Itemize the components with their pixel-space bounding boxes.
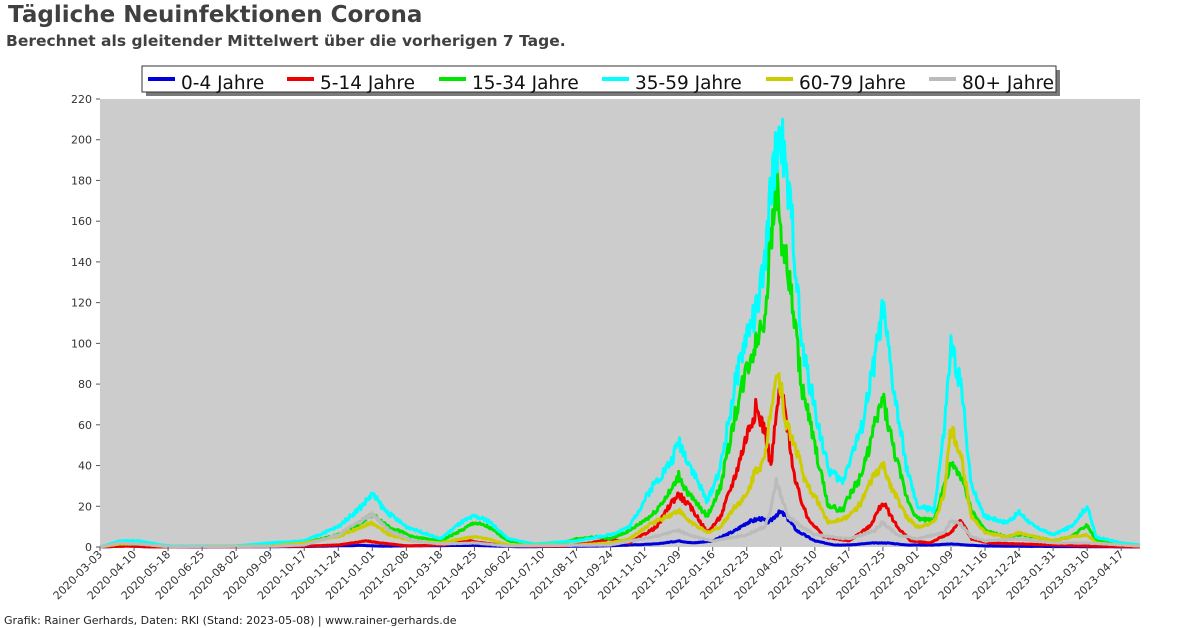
y-tick-label: 180 xyxy=(71,174,92,187)
y-tick-label: 40 xyxy=(78,460,92,473)
y-tick-label: 60 xyxy=(78,419,92,432)
legend-label: 0-4 Jahre xyxy=(181,73,264,94)
y-tick-label: 200 xyxy=(71,134,92,147)
y-tick-label: 0 xyxy=(85,541,92,554)
y-tick-label: 140 xyxy=(71,256,92,269)
series-layer xyxy=(99,117,1141,549)
series-line-80-jahre xyxy=(99,476,1141,549)
y-tick-label: 220 xyxy=(71,93,92,106)
legend-label: 15-34 Jahre xyxy=(472,73,579,94)
legend-label: 35-59 Jahre xyxy=(635,73,742,94)
y-tick-label: 20 xyxy=(78,500,92,513)
y-tick-label: 160 xyxy=(71,215,92,228)
y-tick-label: 120 xyxy=(71,297,92,310)
legend-box xyxy=(141,65,1057,93)
legend: 0-4 Jahre 5-14 Jahre 15-34 Jahre 35-59 Jahr… xyxy=(141,65,1060,96)
footer-credit: Grafik: Rainer Gerhards, Daten: RKI (Sta… xyxy=(4,614,457,627)
legend-label: 80+ Jahre xyxy=(962,73,1054,94)
legend-label: 60-79 Jahre xyxy=(799,73,906,94)
y-tick-label: 80 xyxy=(78,378,92,391)
y-tick-label: 100 xyxy=(71,337,92,350)
legend-label: 5-14 Jahre xyxy=(320,73,415,94)
chart-subtitle: Berechnet als gleitender Mittelwert über… xyxy=(6,32,566,50)
chart-title: Tägliche Neuinfektionen Corona xyxy=(8,2,423,28)
series-line-5-14-jahre xyxy=(99,383,1141,549)
plot-background xyxy=(100,99,1140,547)
series-line-0-4-jahre xyxy=(99,509,1141,549)
series-line-35-59-jahre xyxy=(99,117,1141,549)
